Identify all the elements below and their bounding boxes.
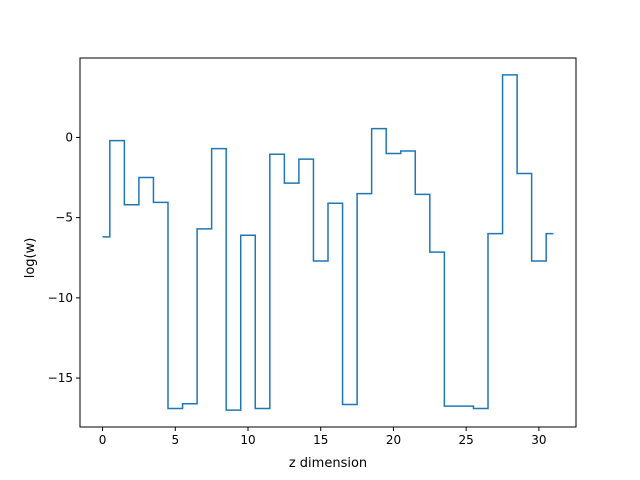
y-tick-label: 0 (65, 130, 73, 144)
x-tick-label: 5 (171, 433, 179, 447)
x-tick-label: 15 (313, 433, 328, 447)
y-tick-label: −15 (48, 371, 73, 385)
x-tick-label: 20 (386, 433, 401, 447)
x-tick-label: 30 (531, 433, 546, 447)
x-axis: 0 5 10 15 20 25 30 (99, 427, 547, 447)
x-axis-label: z dimension (289, 456, 367, 471)
x-tick-label: 10 (240, 433, 255, 447)
y-tick-label: −5 (55, 211, 73, 225)
y-axis-label: log(w) (23, 238, 38, 279)
y-tick-label: −10 (48, 291, 73, 305)
x-tick-label: 25 (459, 433, 474, 447)
x-tick-label: 0 (99, 433, 107, 447)
series-layer (102, 74, 554, 411)
y-axis: −15 −10 −5 0 (48, 130, 80, 385)
series-line-0 (102, 74, 554, 411)
